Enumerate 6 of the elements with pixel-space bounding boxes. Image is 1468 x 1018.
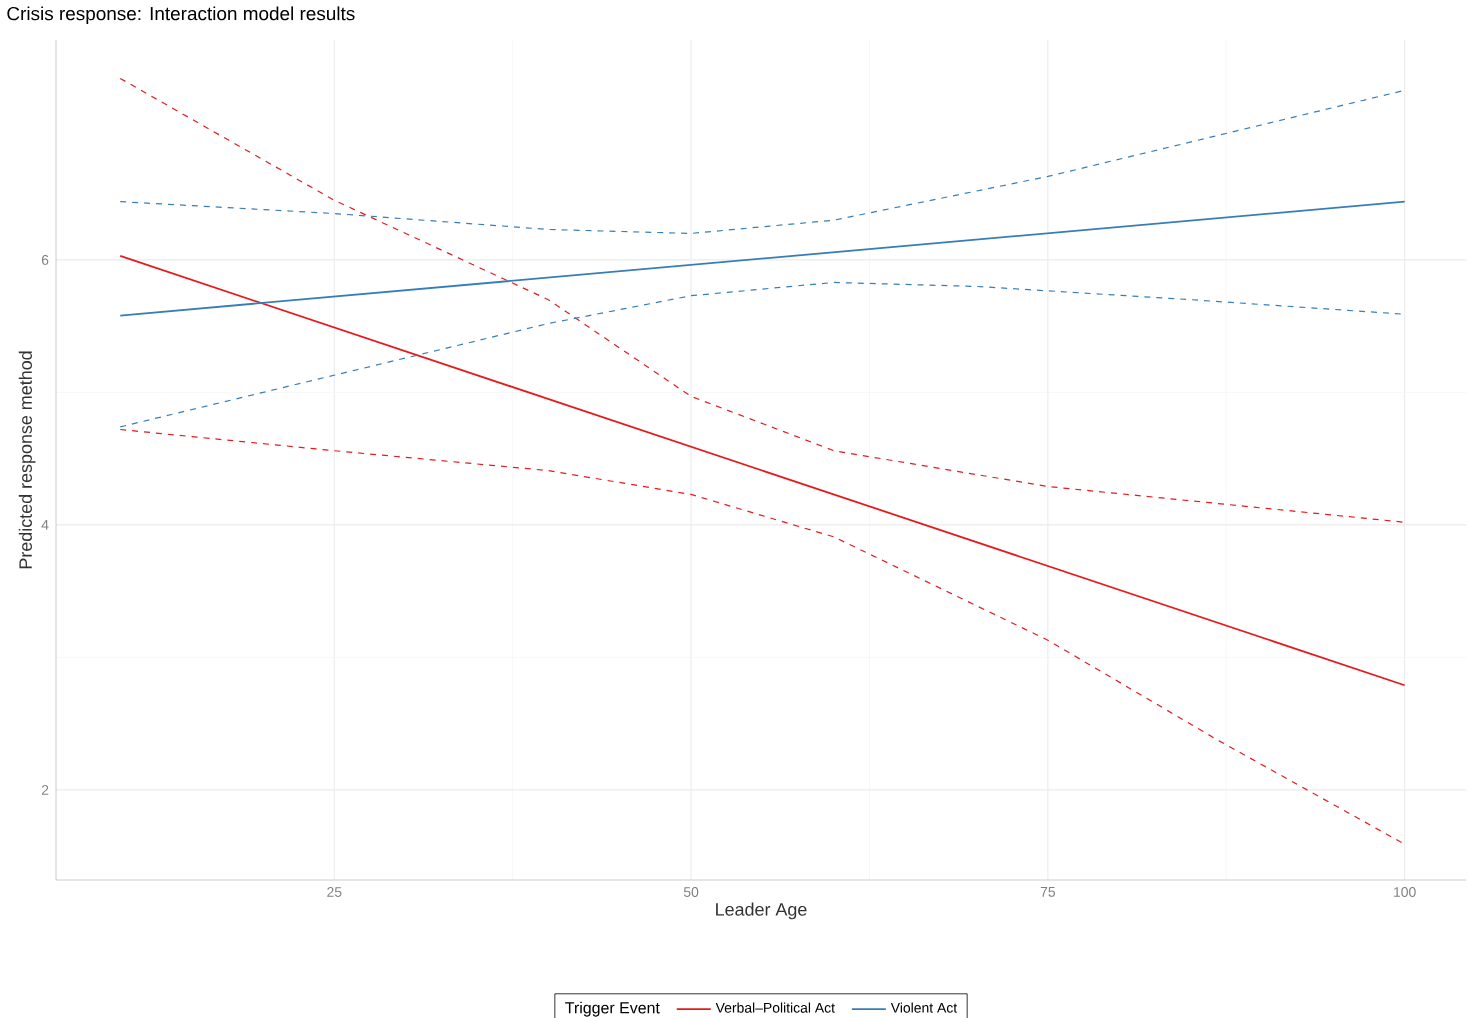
chart-title: Crisis response: Interaction model results <box>7 6 355 25</box>
line-series <box>119 428 1406 845</box>
line-series <box>119 77 1406 523</box>
x-axis-title: Leader Age <box>716 902 807 920</box>
line-series <box>119 89 1406 235</box>
y-axis-title: Predicted response method <box>18 351 36 569</box>
